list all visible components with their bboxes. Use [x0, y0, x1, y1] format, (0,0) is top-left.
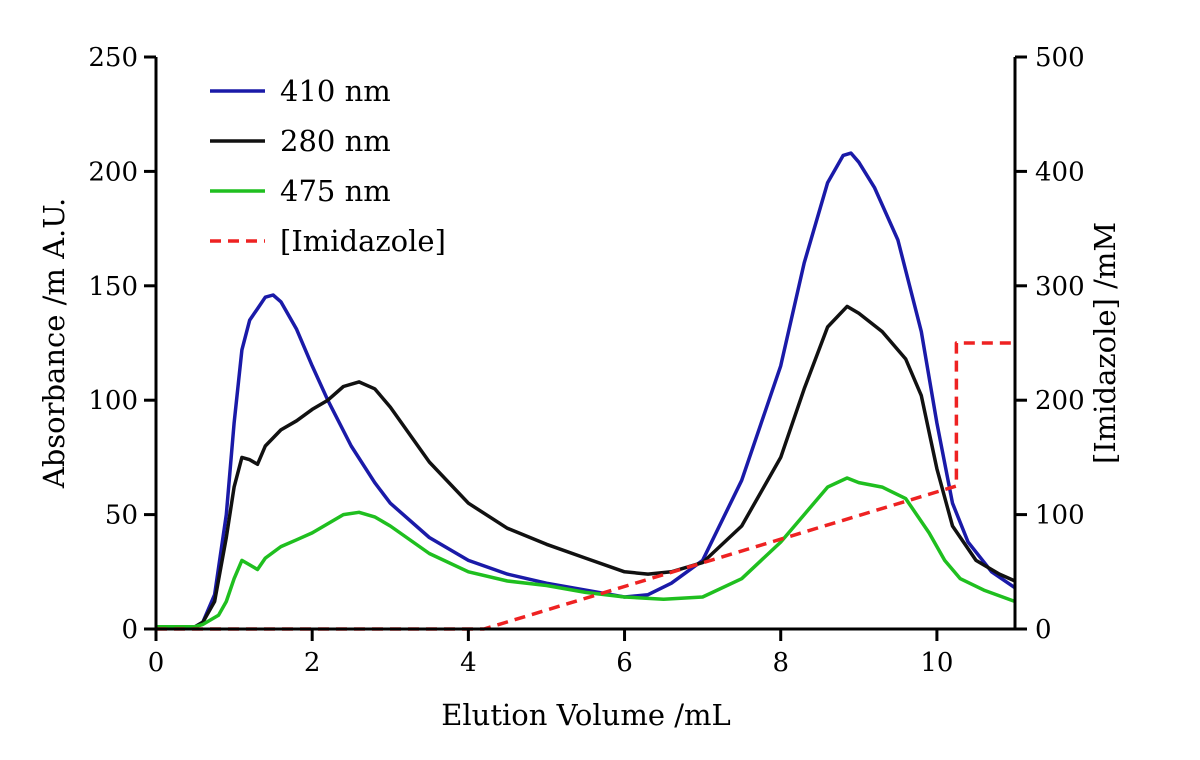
- legend-label-0: 410 nm: [280, 74, 391, 108]
- y-axis-left-title: Absorbance /m A.U.: [37, 198, 71, 490]
- y-right-tick-label: 500: [1035, 43, 1085, 73]
- series-line-0: [156, 151, 1016, 629]
- y-left-tick-label: 50: [105, 501, 138, 531]
- x-tick-label: 0: [148, 648, 165, 678]
- series-line-3: [156, 341, 1015, 631]
- y-left-tick-label: 100: [88, 386, 138, 416]
- series-line-1: [156, 304, 1016, 629]
- legend: 410 nm 280 nm 475 nm [Imidazole]: [210, 74, 446, 258]
- x-tick-label: 6: [616, 648, 633, 678]
- x-axis-title: Elution Volume /mL: [441, 698, 731, 732]
- y-axis-right-title: [Imidazole] /mM: [1088, 222, 1122, 464]
- y-left-tick-label: 250: [88, 43, 138, 73]
- y-left-tick-label: 0: [121, 615, 138, 645]
- y-right-tick-label: 300: [1035, 272, 1085, 302]
- y-right-tick-label: 200: [1035, 386, 1085, 416]
- legend-label-2: 475 nm: [280, 174, 391, 208]
- x-tick-label: 4: [460, 648, 477, 678]
- legend-label-1: 280 nm: [280, 124, 391, 158]
- y-left-tick-label: 150: [88, 272, 138, 302]
- y-right-tick-label: 400: [1035, 157, 1085, 187]
- legend-label-3: [Imidazole]: [280, 224, 446, 258]
- x-tick-label: 8: [772, 648, 789, 678]
- x-tick-label: 10: [920, 648, 953, 678]
- y-left-tick-label: 200: [88, 157, 138, 187]
- y-right-tick-label: 100: [1035, 501, 1085, 531]
- x-tick-label: 2: [304, 648, 321, 678]
- y-right-tick-label: 0: [1035, 615, 1052, 645]
- series-line-2: [156, 476, 1016, 629]
